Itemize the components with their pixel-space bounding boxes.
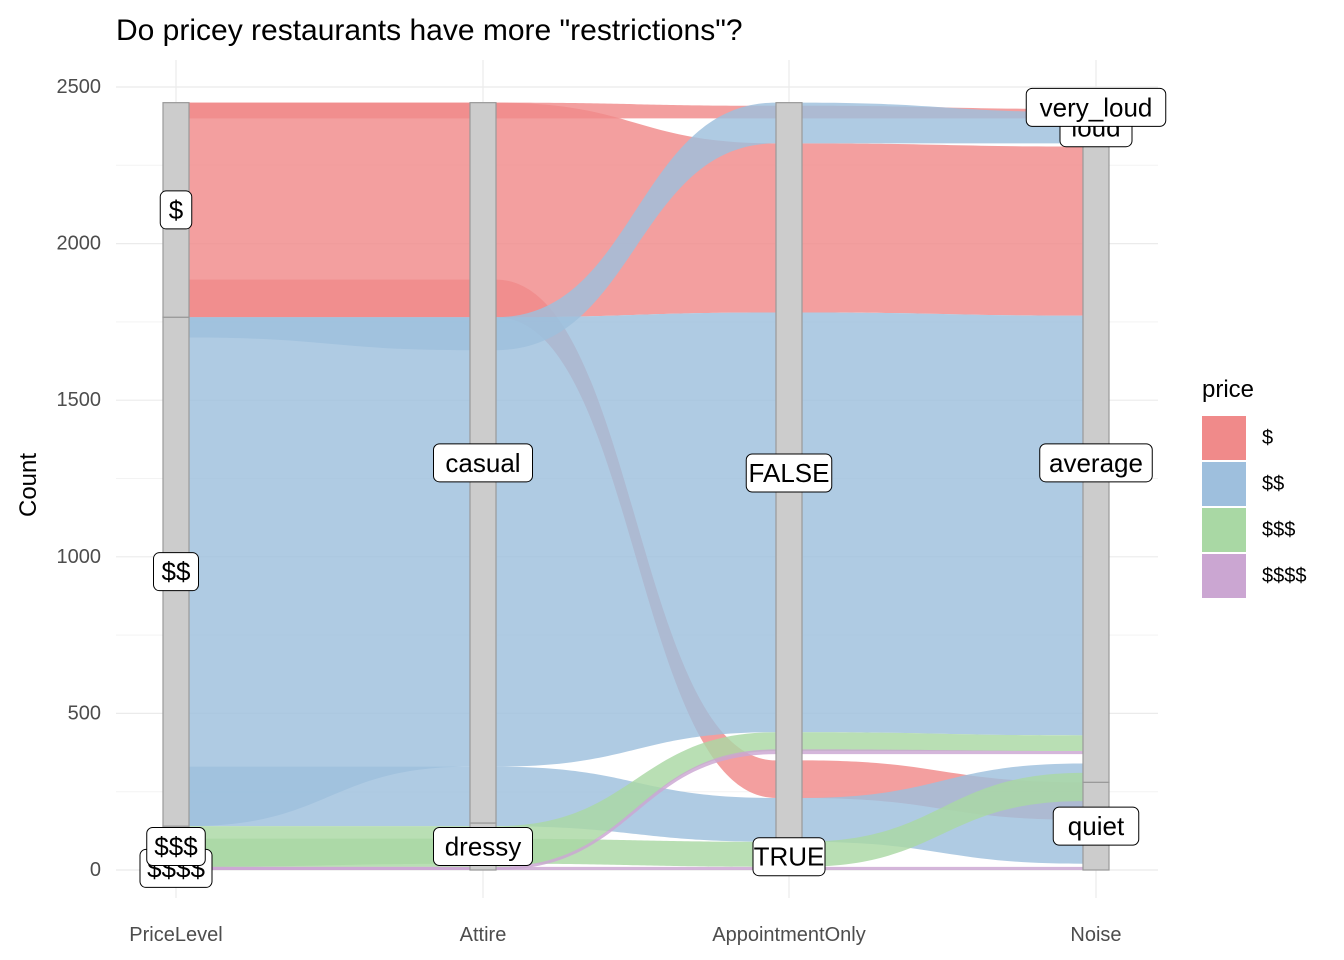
stratum-label: dressy	[433, 827, 533, 867]
x-tick-label: AppointmentOnly	[712, 924, 865, 946]
y-tick-label: 0	[90, 859, 101, 881]
x-tick-label: Noise	[1070, 924, 1121, 946]
stratum-label-text: TRUE	[754, 842, 825, 872]
legend-swatch	[1202, 462, 1246, 506]
stratum-label-box	[153, 552, 199, 592]
chart-title: Do pricey restaurants have more "restric…	[116, 14, 743, 47]
stratum-label-text: quiet	[1068, 811, 1125, 841]
x-tick-label: Attire	[460, 924, 507, 946]
legend-label: $$$	[1262, 519, 1295, 541]
labels-layer: $$$$$$$$$$dressycasualTRUEFALSEquietaver…	[139, 87, 1167, 888]
flow-4-dollar	[189, 749, 1083, 870]
stratum-label: very_loud	[1025, 87, 1167, 127]
y-tick-label: 1000	[57, 546, 102, 568]
x-tick-label: PriceLevel	[129, 924, 222, 946]
y-axis-title: Count	[15, 453, 42, 517]
flow-2-dollar	[189, 312, 1083, 827]
legend-label: $	[1262, 427, 1273, 449]
stratum-label-box	[752, 837, 826, 877]
stratum-label: FALSE	[745, 453, 833, 493]
legend-swatch	[1202, 508, 1246, 552]
stratum-label-text: average	[1049, 448, 1143, 478]
stratum-label: average	[1039, 443, 1153, 483]
x-axis: PriceLevel Attire AppointmentOnly Noise	[129, 924, 1121, 946]
stratum-label-box	[1025, 87, 1167, 127]
y-tick-label: 500	[68, 702, 101, 724]
stratum-label-box	[1052, 806, 1140, 846]
stratum-label-box	[433, 827, 533, 867]
stratum-label-box	[433, 443, 533, 483]
stratum-label-text: FALSE	[749, 458, 830, 488]
legend-label: $$$$	[1262, 565, 1307, 587]
legend-swatch	[1202, 416, 1246, 460]
flow-3-dollar	[189, 772, 1083, 867]
y-tick-label: 2500	[57, 76, 102, 98]
legend-label: $$	[1262, 473, 1284, 495]
stratum-label-text: $$	[162, 557, 191, 587]
stratum-label-text: very_loud	[1040, 92, 1153, 122]
y-axis: 0 500 1000 1500 2000 2500	[57, 76, 102, 881]
stratum-label: $$	[153, 552, 199, 592]
y-tick-label: 2000	[57, 233, 102, 255]
flows-layer	[189, 102, 1083, 870]
stratum-label-text: $	[169, 195, 184, 225]
stratum-label-text: $$$	[154, 832, 198, 862]
stratum-label-text: casual	[445, 448, 520, 478]
stratum-label: quiet	[1052, 806, 1140, 846]
stratum-label: $$$	[146, 827, 206, 867]
stratum-label-text: dressy	[445, 832, 522, 862]
legend: price $$$$$$$$$$	[1202, 376, 1307, 598]
y-tick-label: 1500	[57, 389, 102, 411]
stratum-label: casual	[433, 443, 533, 483]
stratum-label-box	[146, 827, 206, 867]
stratum-label-box	[159, 190, 193, 230]
flow-3-dollar	[189, 732, 1083, 867]
legend-title: price	[1202, 376, 1254, 403]
stratum-label: TRUE	[752, 837, 826, 877]
flow-4-dollar	[189, 866, 1083, 870]
flow-2-dollar	[189, 102, 1083, 351]
stratum-label-box	[745, 453, 833, 493]
stratum-label-box	[1039, 443, 1153, 483]
legend-swatch	[1202, 554, 1246, 598]
stratum-label: $	[159, 190, 193, 230]
